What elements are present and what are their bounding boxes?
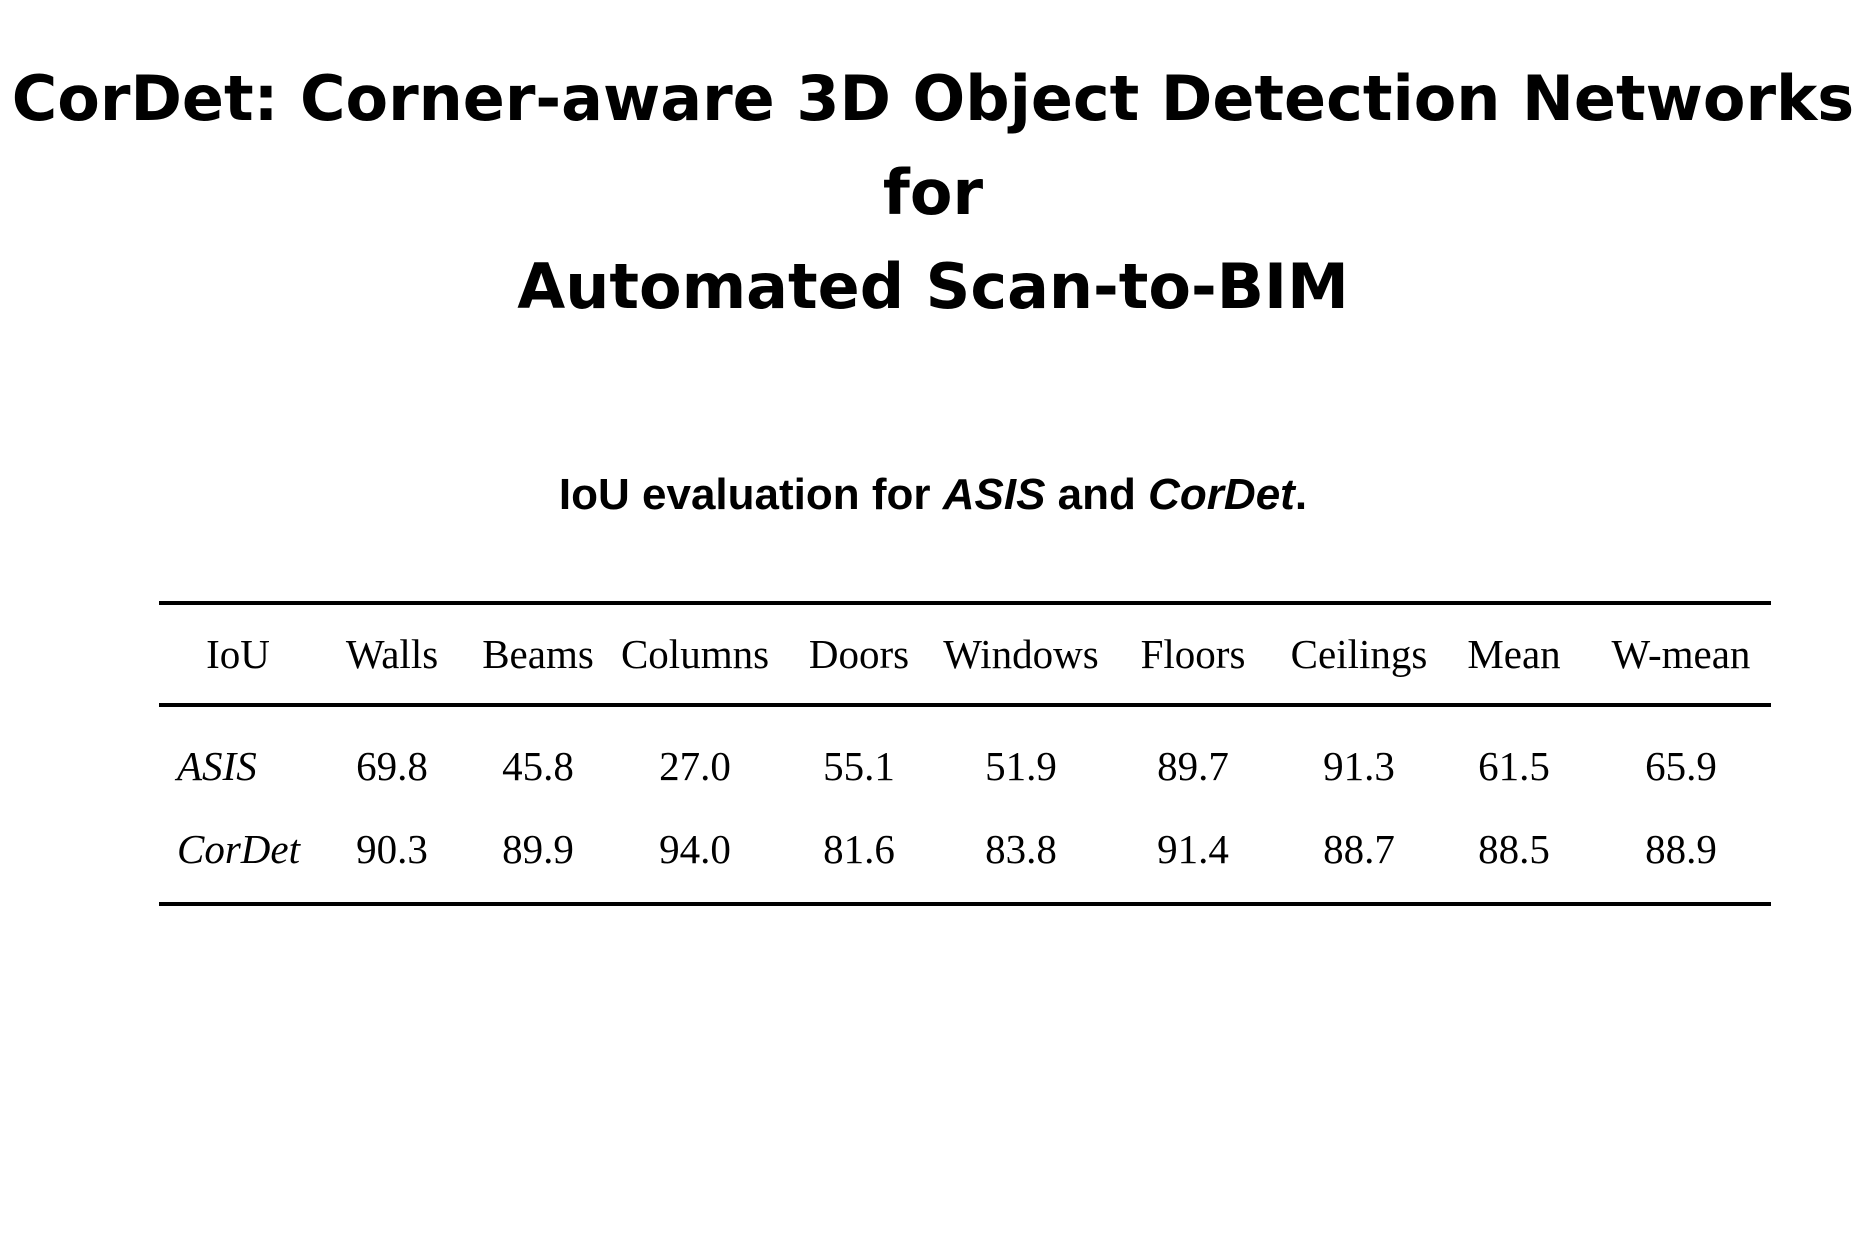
value-cell: 55.1 <box>823 743 895 789</box>
value-cell: 94.0 <box>659 826 731 872</box>
method-name-cell: ASIS <box>177 743 257 789</box>
value-cell: 51.9 <box>985 743 1057 789</box>
value-cell: 88.5 <box>1478 826 1550 872</box>
header-cell: Mean <box>1467 631 1561 677</box>
caption-method-cordet: CorDet <box>1148 470 1295 519</box>
table-row: ASIS 69.8 45.8 27.0 55.1 51.9 89.7 91.3 … <box>159 703 1771 825</box>
header-cell: W-mean <box>1611 631 1751 677</box>
caption-prefix: IoU evaluation for <box>558 470 943 519</box>
table-bottom-rule <box>159 902 1771 906</box>
title-line-1: CorDet: Corner-aware 3D Object Detection… <box>11 62 1855 229</box>
table-row: CorDet 90.3 89.9 94.0 81.6 83.8 91.4 88.… <box>159 825 1771 903</box>
header-cell: Columns <box>620 631 770 677</box>
value-cell: 90.3 <box>356 826 428 872</box>
value-cell: 69.8 <box>356 743 428 789</box>
header-cell: IoU <box>206 631 270 677</box>
paper-title: CorDet: Corner-aware 3D Object Detection… <box>0 52 1866 334</box>
header-cell: Windows <box>943 631 1099 677</box>
table-header-rule <box>159 703 1771 707</box>
value-cell: 45.8 <box>502 743 574 789</box>
value-cell: 81.6 <box>823 826 895 872</box>
value-cell: 83.8 <box>985 826 1057 872</box>
caption-mid: and <box>1045 470 1149 519</box>
header-cell: Beams <box>482 631 594 677</box>
value-cell: 27.0 <box>659 743 731 789</box>
method-name-cell: CorDet <box>177 826 300 872</box>
value-cell: 65.9 <box>1645 743 1717 789</box>
caption-method-asis: ASIS <box>942 470 1046 519</box>
header-cell: Doors <box>808 631 910 677</box>
value-cell: 89.7 <box>1157 743 1229 789</box>
value-cell: 61.5 <box>1478 743 1550 789</box>
value-cell: 88.7 <box>1323 826 1395 872</box>
table-top-rule <box>159 601 1771 605</box>
header-cell: Floors <box>1140 631 1246 677</box>
header-cell: Walls <box>345 631 439 677</box>
caption-suffix: . <box>1294 470 1308 519</box>
table-header-row: IoU Walls Beams Columns Doors Windows Fl… <box>159 605 1771 703</box>
header-cell: Ceilings <box>1290 631 1428 677</box>
title-line-2: Automated Scan-to-BIM <box>517 250 1349 323</box>
iou-results-table: IoU Walls Beams Columns Doors Windows Fl… <box>159 605 1771 903</box>
value-cell: 88.9 <box>1645 826 1717 872</box>
value-cell: 91.3 <box>1323 743 1395 789</box>
value-cell: 91.4 <box>1157 826 1229 872</box>
value-cell: 89.9 <box>502 826 574 872</box>
table-caption: IoU evaluation for ASIS and CorDet. <box>0 470 1866 520</box>
